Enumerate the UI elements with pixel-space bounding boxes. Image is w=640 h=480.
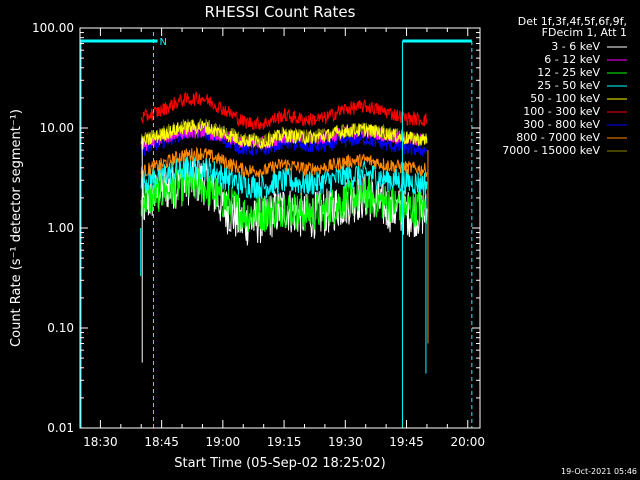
plot-data bbox=[140, 91, 429, 374]
y-axis-label: Count Rate (s⁻¹ detector segment⁻¹) bbox=[9, 109, 24, 347]
annotation-lines: N bbox=[80, 32, 473, 428]
x-tick-label: 19:30 bbox=[328, 435, 363, 449]
x-tick-label: 19:15 bbox=[267, 435, 302, 449]
plot-frame bbox=[79, 27, 481, 429]
x-tick-label: 18:45 bbox=[144, 435, 179, 449]
legend-label: 3 - 6 keV bbox=[551, 40, 600, 53]
annotation-label: N bbox=[159, 37, 166, 48]
y-tick-label: 1.00 bbox=[47, 221, 74, 235]
y-axis: 0.01 0.10 1.00 10.00 100.00 bbox=[32, 21, 480, 435]
series-line bbox=[140, 166, 428, 233]
y-tick-label: 0.10 bbox=[47, 321, 74, 335]
legend-header-line: Det 1f,3f,4f,5f,6f,9f, bbox=[518, 15, 627, 28]
x-tick-label: 20:00 bbox=[450, 435, 485, 449]
y-tick-label: 0.01 bbox=[47, 421, 74, 435]
legend-label: 300 - 800 keV bbox=[523, 118, 600, 131]
y-tick-label: 100.00 bbox=[32, 21, 74, 35]
chart-title: RHESSI Count Rates bbox=[205, 3, 356, 21]
legend-header: Det 1f,3f,4f,5f,6f,9f,FDecim 1, Att 1 bbox=[518, 15, 627, 39]
timestamp: 19-Oct-2021 05:46 bbox=[561, 467, 637, 476]
legend-label: 50 - 100 keV bbox=[530, 92, 600, 105]
x-tick-label: 19:45 bbox=[389, 435, 424, 449]
legend-label: 6 - 12 keV bbox=[544, 53, 600, 66]
series-line bbox=[140, 119, 428, 150]
legend-label: 100 - 300 keV bbox=[523, 105, 600, 118]
series-line bbox=[140, 146, 428, 179]
legend-header-line: FDecim 1, Att 1 bbox=[542, 26, 627, 39]
legend-label: 12 - 25 keV bbox=[537, 66, 600, 79]
x-axis-label: Start Time (05-Sep-02 18:25:02) bbox=[174, 456, 385, 471]
legend-label: 800 - 7000 keV bbox=[516, 131, 600, 144]
y-tick-label: 10.00 bbox=[40, 121, 74, 135]
legend-label: 7000 - 15000 keV bbox=[502, 144, 600, 157]
legend-label: 25 - 50 keV bbox=[537, 79, 600, 92]
series-line bbox=[140, 91, 428, 131]
x-tick-label: 18:30 bbox=[83, 435, 118, 449]
x-axis: 18:30 18:45 19:00 19:15 19:30 19:45 20:00 bbox=[83, 28, 485, 449]
series-line bbox=[140, 154, 428, 199]
x-tick-label: 19:00 bbox=[206, 435, 241, 449]
